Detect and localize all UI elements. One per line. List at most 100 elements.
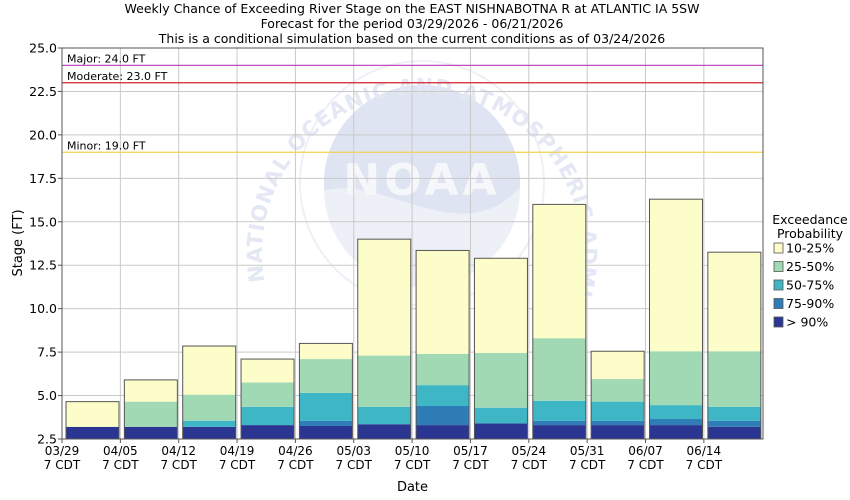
week-bar [532, 203, 587, 440]
x-tick-tz: 7 CDT [394, 458, 431, 472]
bar-segment [591, 379, 645, 402]
x-tick-date: 06/07 [628, 444, 663, 458]
bar-segment [532, 400, 586, 421]
legend-swatch [773, 298, 784, 309]
threshold-label: Major: 24.0 FT [67, 52, 146, 65]
week-bar [357, 238, 412, 440]
bar-segment [649, 199, 703, 352]
bar-segment [591, 351, 645, 380]
bar-segment [707, 252, 761, 352]
bar-segment [241, 359, 295, 383]
x-tick-date: 04/05 [103, 444, 138, 458]
bar-segment [124, 426, 178, 439]
bar-segment [532, 420, 586, 426]
bar-segment [707, 406, 761, 421]
bar-segment [66, 426, 119, 439]
bar-segment [416, 385, 470, 406]
x-tick-date: 04/26 [278, 444, 313, 458]
y-tick-label: 15.0 [29, 214, 57, 229]
bar-segment [241, 425, 295, 439]
bar-segment [124, 379, 178, 402]
bar-segment [532, 338, 586, 401]
y-tick-label: 7.5 [37, 345, 57, 360]
legend-swatch [773, 316, 784, 328]
legend-label: 75-90% [786, 296, 834, 311]
x-tick-date: 05/10 [395, 444, 430, 458]
bar-segment [241, 382, 295, 407]
y-axis-label: Stage (FT) [11, 209, 26, 276]
x-tick-tz: 7 CDT [102, 458, 139, 472]
week-bar [123, 379, 178, 440]
bar-segment [416, 425, 470, 439]
legend-swatch [773, 261, 784, 272]
y-axis-ticks: 2.5 5.0 7.5 10.0 12.5 15.0 17.5 20.0 22.5 25.0 [29, 41, 62, 447]
x-tick-tz: 7 CDT [277, 458, 314, 472]
bar-segment [299, 343, 353, 360]
x-tick-date: 06/14 [687, 444, 722, 458]
bar-segment [649, 351, 703, 406]
bar-segment [299, 425, 353, 439]
chart-title-line: This is a conditional simulation based o… [158, 31, 665, 46]
bar-segment [707, 420, 761, 427]
bar-segment [416, 250, 470, 354]
bar-segment [357, 239, 411, 356]
week-bar [649, 198, 703, 440]
watermark-logo-text: NOAA [343, 155, 500, 206]
bar-segment [357, 424, 411, 439]
legend-swatch [773, 242, 784, 254]
bar-segment [532, 425, 586, 439]
bar-segment [532, 204, 586, 339]
bar-segment [182, 426, 236, 439]
bar-segment [474, 423, 528, 439]
x-tick-tz: 7 CDT [219, 458, 256, 472]
legend-label: 50-75% [786, 278, 834, 293]
chart-title-line: Forecast for the period 03/29/2026 - 06/… [261, 16, 564, 31]
bar-segment [182, 394, 236, 421]
bar-segment [299, 392, 353, 421]
bar-segment [649, 419, 703, 426]
x-tick-date: 05/17 [453, 444, 488, 458]
week-bar [590, 350, 645, 440]
x-tick-date: 05/24 [512, 444, 547, 458]
legend-title: Probability [777, 226, 844, 241]
x-tick-tz: 7 CDT [627, 458, 664, 472]
bar-segment [66, 401, 119, 427]
bar-segment [241, 406, 295, 426]
bar-segment [124, 401, 178, 427]
y-tick-label: 2.5 [37, 432, 57, 447]
legend-title: Exceedance [772, 212, 848, 227]
bar-segment [182, 346, 236, 395]
y-tick-label: 5.0 [37, 388, 57, 403]
x-axis-label: Date [397, 480, 428, 495]
week-bar [65, 401, 120, 440]
x-tick-tz: 7 CDT [569, 458, 606, 472]
legend-label: 25-50% [786, 259, 834, 274]
x-tick-date: 05/03 [336, 444, 371, 458]
x-tick-tz: 7 CDT [686, 458, 723, 472]
threshold-label: Minor: 19.0 FT [67, 139, 146, 152]
bar-segment [416, 405, 470, 426]
threshold-label: Moderate: 23.0 FT [67, 70, 168, 83]
y-tick-label: 22.5 [29, 84, 57, 99]
week-bar [473, 257, 528, 440]
legend-label: 10-25% [786, 241, 834, 256]
chart-title: Weekly Chance of Exceeding River Stage o… [125, 1, 700, 46]
y-tick-label: 25.0 [29, 41, 57, 56]
x-tick-tz: 7 CDT [511, 458, 548, 472]
bar-segment [474, 407, 528, 424]
x-tick-tz: 7 CDT [452, 458, 489, 472]
y-tick-label: 17.5 [29, 171, 57, 186]
bar-segment [357, 406, 411, 425]
y-tick-label: 20.0 [29, 127, 57, 142]
week-bar [182, 345, 237, 440]
x-tick-date: 05/31 [570, 444, 605, 458]
week-bar [298, 342, 353, 440]
x-tick-tz: 7 CDT [336, 458, 373, 472]
x-tick-date: 03/29 [45, 444, 80, 458]
week-bar [707, 251, 762, 440]
bar-segment [707, 426, 761, 439]
bar-segment [649, 425, 703, 439]
